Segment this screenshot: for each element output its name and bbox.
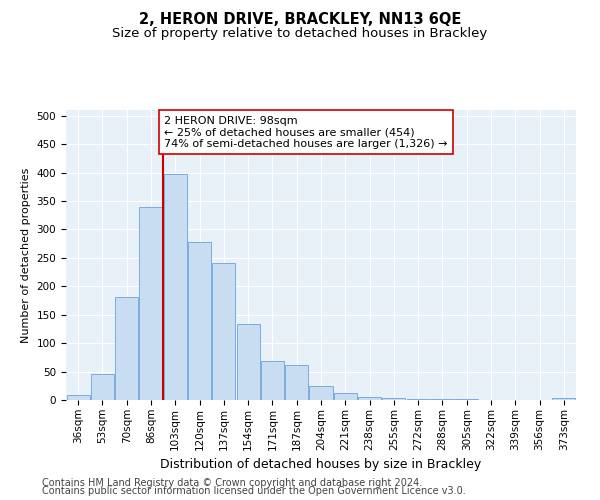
Bar (115, 296, 138, 400)
X-axis label: Distribution of detached houses by size in Brackley: Distribution of detached houses by size … (160, 458, 482, 471)
Bar (261, 362, 284, 400)
Bar (310, 386, 332, 400)
Bar (212, 263, 235, 400)
Text: 2 HERON DRIVE: 98sqm
← 25% of detached houses are smaller (454)
74% of semi-deta: 2 HERON DRIVE: 98sqm ← 25% of detached h… (164, 116, 448, 149)
Text: Size of property relative to detached houses in Brackley: Size of property relative to detached ho… (112, 28, 488, 40)
Text: 2, HERON DRIVE, BRACKLEY, NN13 6QE: 2, HERON DRIVE, BRACKLEY, NN13 6QE (139, 12, 461, 28)
Bar (236, 324, 260, 400)
Bar (139, 206, 163, 400)
Bar (334, 393, 357, 400)
Text: Contains public sector information licensed under the Open Government Licence v3: Contains public sector information licen… (42, 486, 466, 496)
Bar (358, 397, 381, 400)
Y-axis label: Number of detached properties: Number of detached properties (21, 168, 31, 342)
Bar (553, 398, 575, 400)
Bar (67, 396, 89, 400)
Text: Contains HM Land Registry data © Crown copyright and database right 2024.: Contains HM Land Registry data © Crown c… (42, 478, 422, 488)
Bar (382, 398, 406, 400)
Bar (285, 366, 308, 400)
Bar (407, 399, 430, 400)
Bar (91, 374, 114, 400)
Bar (188, 242, 211, 400)
Bar (164, 174, 187, 400)
